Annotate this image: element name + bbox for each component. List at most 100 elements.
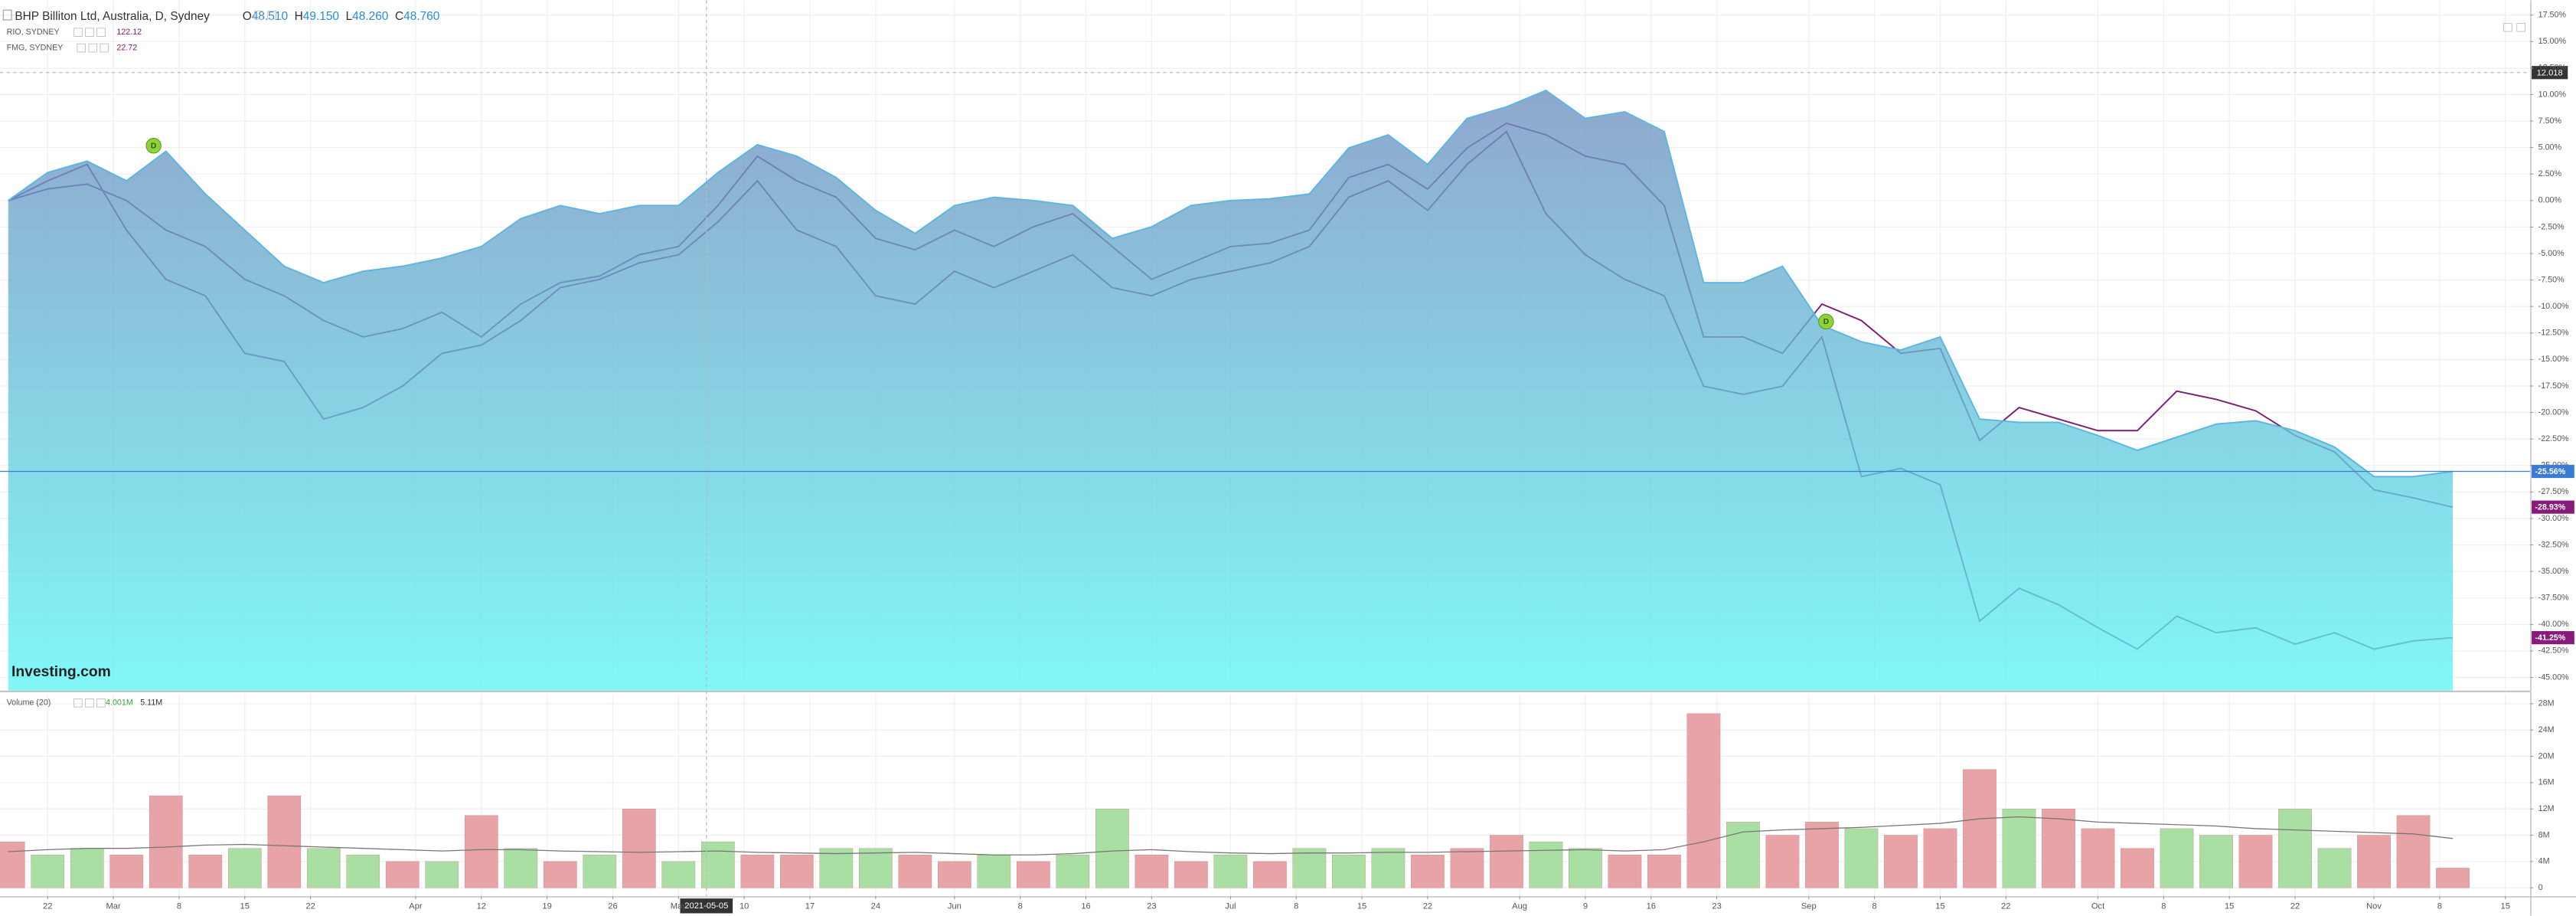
volume-bar <box>2160 828 2194 888</box>
volume-bar <box>1569 848 1602 888</box>
crosshair-price-box <box>2532 66 2568 80</box>
crosshair-date-label: 2021-05-05 <box>684 901 728 911</box>
x-tick-label: 26 <box>608 901 617 911</box>
x-tick-label: 19 <box>542 901 551 911</box>
volume-bar <box>1095 808 1129 888</box>
volume-bar <box>1253 861 1287 888</box>
volume-bar <box>2396 815 2431 888</box>
x-tick-label: 15 <box>2501 901 2510 911</box>
volume-bar <box>2042 808 2075 888</box>
crosshair-date-box <box>680 898 733 914</box>
comparison-icon[interactable] <box>77 43 87 53</box>
x-tick-label: 15 <box>1357 901 1366 911</box>
volume-bar <box>464 815 498 888</box>
volume-bar <box>0 841 25 888</box>
dividend-marker-label: D <box>151 142 156 151</box>
comparison-icon[interactable] <box>85 28 94 37</box>
volume-bar <box>1647 855 1681 888</box>
x-tick-label: 22 <box>2290 901 2300 911</box>
comparison-icon[interactable] <box>100 43 109 53</box>
close-icon[interactable] <box>267 10 276 20</box>
area-fill <box>8 90 2454 691</box>
x-tick-label: Oct <box>2091 901 2105 911</box>
y-tick-label: 24M <box>2538 725 2555 734</box>
x-tick-label: May <box>671 901 687 911</box>
x-tick-label: 15 <box>2225 901 2234 911</box>
y-tick-label: 5.00% <box>2538 142 2562 152</box>
volume-bar <box>2357 835 2391 888</box>
y-tick-label: -35.00% <box>2538 567 2569 576</box>
y-tick-label: 28M <box>2538 699 2555 708</box>
crosshair-price-label: 12.018 <box>2537 68 2563 77</box>
x-tick-label: 8 <box>1294 901 1298 911</box>
volume-bar <box>1923 828 1957 888</box>
x-tick-label: 8 <box>177 901 181 911</box>
volume-bar <box>1017 861 1050 888</box>
x-tick-label: Jul <box>1225 901 1236 911</box>
volume-bar <box>583 855 617 888</box>
x-tick-label: 8 <box>1872 901 1877 911</box>
y-tick-label: 8M <box>2538 830 2550 839</box>
x-tick-label: 8 <box>1018 901 1023 911</box>
volume-bar <box>1844 828 1879 888</box>
x-tick-label: 23 <box>1712 901 1721 911</box>
logo: Investing.com <box>11 664 111 680</box>
volume-bar <box>1805 822 1839 888</box>
volume-bar <box>2081 828 2115 888</box>
volume-icon[interactable] <box>73 698 83 708</box>
volume-value: 4.001M <box>106 698 133 708</box>
volume-bar <box>1411 855 1445 888</box>
y-tick-label: -7.50% <box>2538 275 2565 284</box>
volume-bar <box>2199 835 2233 888</box>
comparison-icon[interactable] <box>96 28 106 37</box>
ohlc-key: O <box>243 10 252 23</box>
volume-bar <box>2121 848 2154 888</box>
pane-icon[interactable] <box>2516 22 2525 32</box>
dividend-marker-label: D <box>1823 318 1829 326</box>
y-tick-label: -37.50% <box>2538 594 2569 603</box>
y-tick-label: -22.50% <box>2538 434 2569 443</box>
instrument-title: BHP Billiton Ltd, Australia, D, Sydney <box>15 10 210 23</box>
volume-bar <box>779 855 814 888</box>
y-tick-label: -40.00% <box>2538 620 2569 629</box>
settings-icon[interactable] <box>254 10 263 20</box>
volume-bar <box>1450 848 1484 888</box>
y-tick-label: 17.50% <box>2538 11 2567 20</box>
y-tick-label: -17.50% <box>2538 381 2569 391</box>
x-tick-label: 23 <box>1147 901 1156 911</box>
volume-bar <box>1332 855 1366 888</box>
last-value-label: -25.56% <box>2535 467 2565 476</box>
y-tick-label: -15.00% <box>2538 355 2569 364</box>
volume-bar <box>1884 835 1918 888</box>
volume-icon[interactable] <box>85 698 94 708</box>
volume-title: Volume (20) <box>7 698 51 708</box>
collapse-icon[interactable] <box>2 9 12 21</box>
dividend-marker[interactable] <box>1818 313 1834 330</box>
pane-icon[interactable] <box>2503 22 2512 32</box>
x-tick-label: 15 <box>240 901 250 911</box>
x-tick-label: 24 <box>871 901 880 911</box>
header-line: BHP Billiton Ltd, Australia, D, Sydney O… <box>15 10 439 23</box>
volume-bar <box>898 855 932 888</box>
volume-icon[interactable] <box>96 698 106 708</box>
y-tick-label: -2.50% <box>2538 222 2565 231</box>
x-tick-label: 22 <box>43 901 52 911</box>
volume-bar <box>858 848 893 888</box>
volume-bar <box>543 861 577 888</box>
x-tick-label: Aug <box>1512 901 1527 911</box>
y-tick-label: -42.50% <box>2538 646 2569 656</box>
volume-bar <box>1726 822 1760 888</box>
dividend-marker[interactable] <box>145 138 162 154</box>
last-value-label: -41.25% <box>2535 633 2565 643</box>
volume-bar <box>306 848 341 888</box>
volume-bar <box>1213 855 1248 888</box>
x-tick-label: Nov <box>2366 901 2382 911</box>
volume-bar <box>425 861 459 888</box>
volume-bar <box>938 861 971 888</box>
comparison-icon[interactable] <box>88 43 98 53</box>
x-tick-label: 15 <box>1935 901 1944 911</box>
x-tick-label: 9 <box>1583 901 1588 911</box>
last-value-box <box>2532 631 2574 645</box>
comparison-icon[interactable] <box>73 28 83 37</box>
